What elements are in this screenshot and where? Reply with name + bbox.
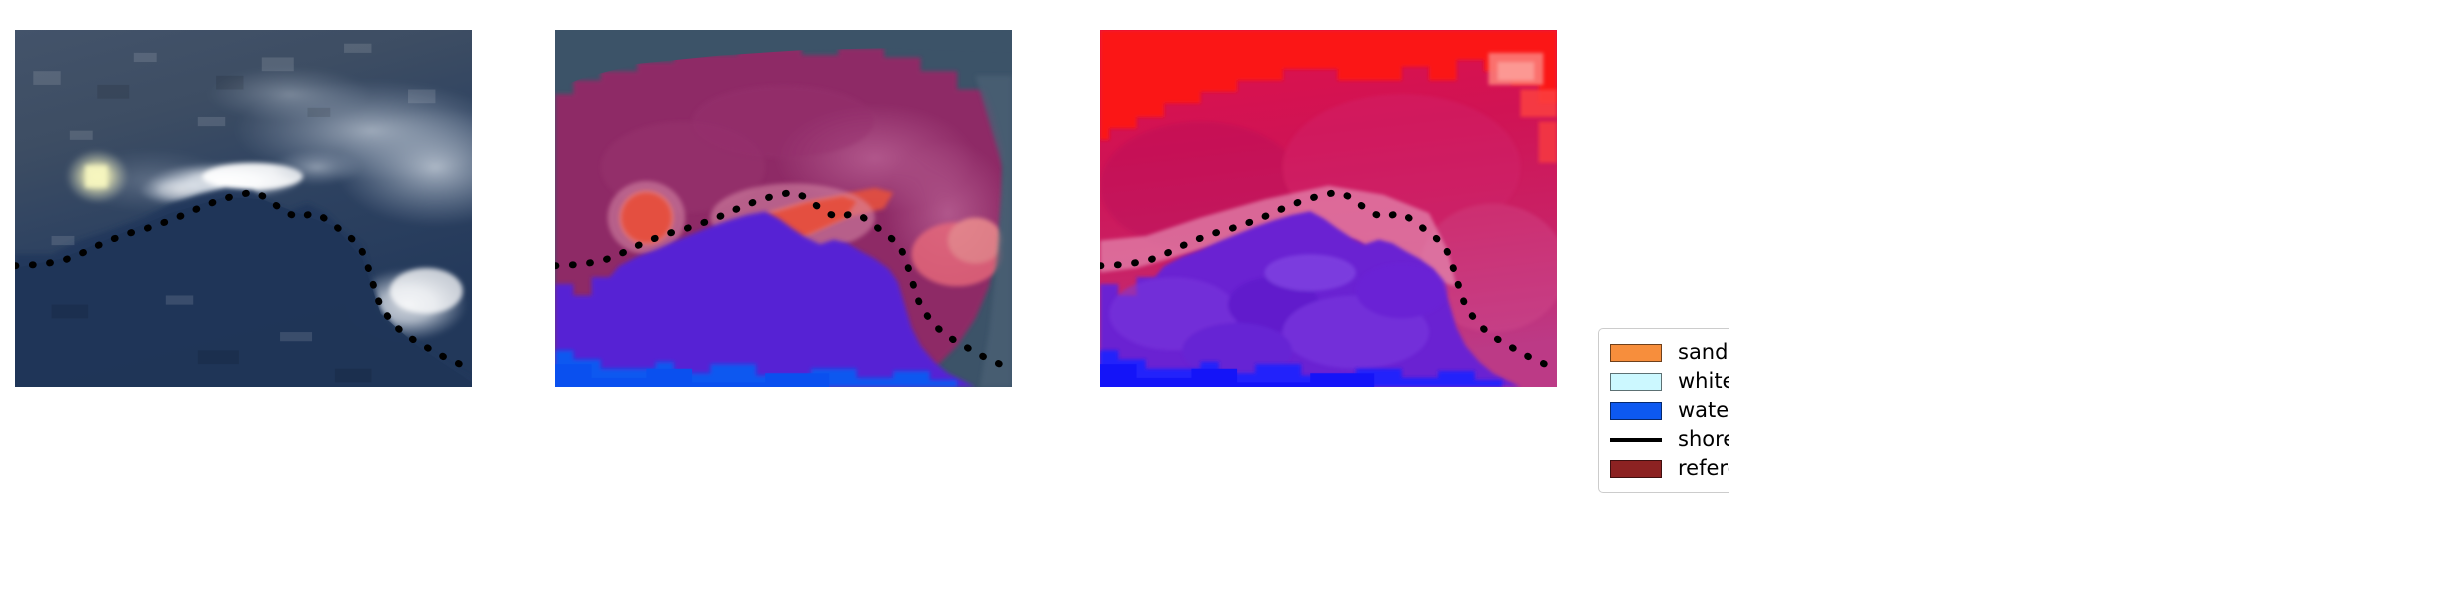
- sar-grayscale-image: [15, 30, 472, 387]
- legend-item-reference: reference: [1610, 454, 1729, 483]
- panel-sar0610: sar0610: [15, 30, 472, 387]
- legend-item-shoreline: shoreline: [1610, 425, 1729, 454]
- panel-l5: L5: [1100, 30, 1557, 387]
- legend: sand whitewater water shoreline reference: [1598, 328, 1729, 498]
- legend-item-water: water: [1610, 396, 1729, 425]
- legend-label-shoreline: shoreline: [1678, 427, 1729, 451]
- panel-classified: 1998-03-26-09-42-52: [555, 30, 1012, 387]
- legend-label-water: water: [1678, 398, 1729, 422]
- landsat5-composite-image: [1100, 30, 1557, 387]
- shoreline-dotted-line: [1100, 188, 1557, 374]
- shoreline-dotted-line: [15, 188, 472, 374]
- legend-swatch-whitewater: [1610, 372, 1662, 391]
- legend-swatch-sand: [1610, 343, 1662, 362]
- classified-overlay-image: [555, 30, 1012, 387]
- legend-swatch-shoreline: [1610, 431, 1662, 449]
- legend-item-whitewater: whitewater: [1610, 367, 1729, 396]
- legend-swatch-reference: [1610, 459, 1662, 478]
- shoreline-dotted-line: [555, 188, 1012, 374]
- legend-label-whitewater: whitewater: [1678, 369, 1729, 393]
- legend-box: sand whitewater water shoreline reference: [1598, 328, 1729, 493]
- legend-label-reference: reference: [1678, 456, 1729, 480]
- legend-item-sand: sand: [1610, 338, 1729, 367]
- legend-label-sand: sand: [1678, 340, 1729, 364]
- legend-swatch-water: [1610, 401, 1662, 420]
- water-class-region: [555, 211, 976, 387]
